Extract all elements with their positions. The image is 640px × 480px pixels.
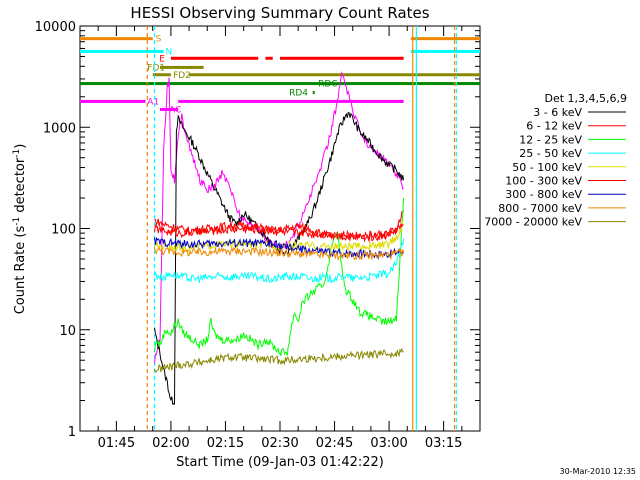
flag-label-rd4: RD4 <box>289 89 308 99</box>
y-tick-label: 100 <box>51 223 76 238</box>
series-layer <box>154 70 405 405</box>
series-line-3-6-kev <box>154 111 405 405</box>
x-ticks-layer: 01:45 02:00 02:15 02:30 02:45 03:00 03:15 <box>98 26 481 451</box>
flag-bar-fd2 <box>152 73 171 77</box>
flag-label-rdc: RDC <box>318 80 337 90</box>
legend-entry-7000-20000-kev: 7000 - 20000 keV <box>484 216 582 229</box>
flag-label-s: S <box>156 35 162 45</box>
flag-bar-a1 <box>80 99 146 103</box>
flag-label-a1: A1 <box>147 97 159 107</box>
y-tick-label: 10 <box>59 324 76 339</box>
x-axis-label: Start Time (09-Jan-03 01:42:22) <box>176 455 384 470</box>
legend-entry-800-7000-kev: 800 - 7000 keV <box>498 202 582 215</box>
series-line-800-7000-kev <box>154 246 405 262</box>
flag-bar-rdc <box>80 82 480 86</box>
flag-label-fd1: FD1 <box>147 63 165 73</box>
legend-entry-6-12-kev: 6 - 12 keV <box>526 120 582 133</box>
flag-bar-a1 <box>178 99 404 103</box>
y-tick-label: 1 <box>68 425 76 440</box>
y-axis-label-exp-2: -1 <box>12 149 22 158</box>
x-tick-label: 03:15 <box>425 436 462 451</box>
legend-entry-100-300-kev: 100 - 300 keV <box>505 175 582 188</box>
series-line-50-100-kev <box>154 220 404 253</box>
series-line-7000-20000-kev <box>154 347 404 373</box>
x-tick-label: 02:30 <box>261 436 298 451</box>
y-axis-label-part-1: Count Rate (s <box>13 226 28 315</box>
flag-bar-e <box>170 56 259 60</box>
series-line-100-300-kev <box>154 223 404 241</box>
y-axis-label-part-2: detector <box>13 157 28 217</box>
flag-label-fd2: FD2 <box>173 71 191 81</box>
x-tick-label: 03:00 <box>370 436 407 451</box>
flag-bar-fd1 <box>160 65 204 69</box>
flag-label-ac: AC <box>169 105 181 115</box>
x-tick-label: 02:00 <box>152 436 189 451</box>
flag-label-e: E <box>159 54 165 64</box>
flag-bar-n <box>410 49 480 53</box>
series-line-overlay <box>154 70 404 364</box>
series-line-6-12-kev <box>154 210 404 243</box>
x-tick-label: 02:45 <box>316 436 353 451</box>
y-tick-label: 10000 <box>35 20 76 35</box>
chart-title: HESSI Observing Summary Count Rates <box>130 4 429 22</box>
series-line-12-25-kev <box>154 197 405 356</box>
x-tick-label: 01:45 <box>98 436 135 451</box>
legend-header: Det 1,3,4,5,6,9 <box>544 92 627 105</box>
legend-entry-12-25-kev: 12 - 25 keV <box>519 133 582 146</box>
flag-bar-ac <box>160 107 179 111</box>
series-line-25-50-kev <box>154 238 405 284</box>
legend-entry-300-800-kev: 300 - 800 keV <box>505 188 582 201</box>
flag-bar-s <box>410 37 480 41</box>
flag-bar-n <box>80 49 164 53</box>
vertical-lines-layer <box>146 26 457 431</box>
footer-timestamp: 30-Mar-2010 12:35 <box>560 467 637 476</box>
x-tick-label: 02:15 <box>207 436 244 451</box>
y-axis-label-exp-1: -1 <box>12 217 22 226</box>
y-ticks-layer: 1 10 100 1000 10000 <box>35 20 480 440</box>
flag-bar-e <box>280 56 404 60</box>
y-axis-label-part-3: ) <box>13 144 28 149</box>
flag-bar-fd2 <box>189 73 480 77</box>
flag-bar-e <box>265 56 273 60</box>
flag-label-n: N <box>165 47 172 57</box>
flag-bar-s <box>80 37 153 41</box>
y-axis-label: Count Rate (s-1 detector-1) <box>12 144 28 315</box>
flag-bar-rd4 <box>312 91 315 95</box>
legend-entry-50-100-kev: 50 - 100 keV <box>512 161 582 174</box>
legend-entry-25-50-kev: 25 - 50 keV <box>519 147 582 160</box>
legend-entry-3-6-kev: 3 - 6 keV <box>533 106 582 119</box>
y-tick-label: 1000 <box>43 121 76 136</box>
